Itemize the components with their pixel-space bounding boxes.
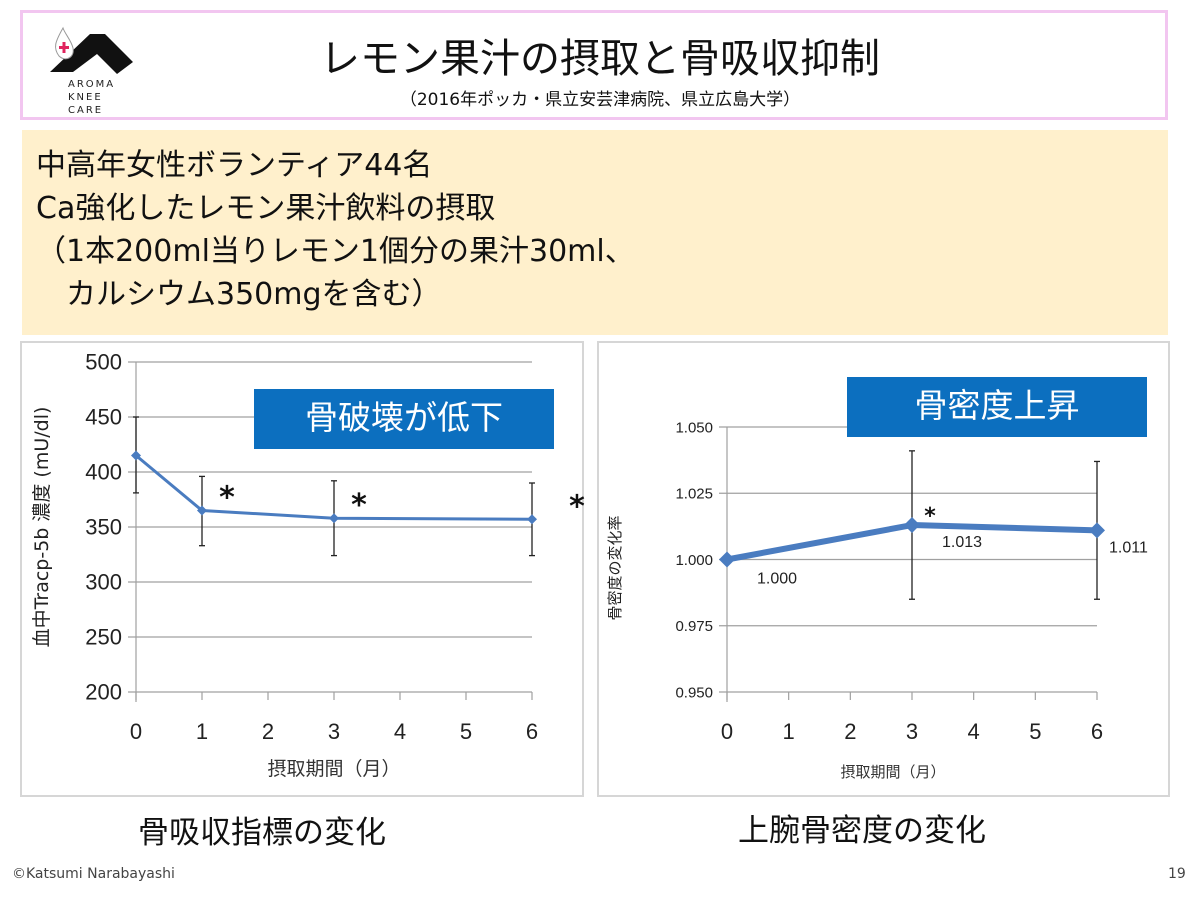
y-tick-label: 0.950 [675,684,713,701]
y-tick-label: 500 [85,350,122,375]
y-tick-label: 1.000 [675,552,713,569]
data-point [1089,522,1105,539]
info-line: 中高年女性ボランティア44名 [36,148,433,183]
page-title: レモン果汁の摂取と骨吸収抑制 [320,36,880,82]
y-tick-label: 400 [85,460,122,485]
data-point [527,514,537,525]
chart-caption: 骨吸収指標の変化 [138,815,386,851]
x-tick-label: 3 [328,719,340,744]
significance-asterisk: * [219,481,235,516]
significance-asterisk: * [924,504,936,529]
series-line [135,454,533,521]
data-point [197,505,207,516]
significance-asterisk: * [569,489,585,524]
info-line: Ca強化したレモン果汁飲料の摂取 [36,191,496,226]
x-tick-label: 1 [783,719,795,744]
x-tick-label: 5 [1029,719,1041,744]
y-axis-label: 血中Tracp-5b 濃度 (mU/dl) [31,407,53,648]
y-tick-label: 1.025 [675,486,713,503]
y-tick-label: 350 [85,515,122,540]
aroma-knee-care-logo [50,26,133,74]
y-tick-label: 450 [85,405,122,430]
x-tick-label: 5 [460,719,472,744]
data-label: 1.013 [942,534,982,551]
x-tick-label: 0 [721,719,733,744]
data-point [904,517,920,534]
badge-bone-breakdown: 骨破壊が低下 [254,389,554,449]
y-tick-label: 200 [85,680,122,705]
x-tick-label: 6 [1091,719,1103,744]
data-label: 1.000 [757,571,797,588]
x-axis-label: 摂取期間（月） [267,758,400,780]
info-line: カルシウム350mgを含む） [36,277,442,312]
y-tick-label: 0.975 [675,618,713,635]
page-subtitle: （2016年ポッカ・県立安芸津病院、県立広島大学） [399,90,801,110]
x-axis-label: 摂取期間（月） [840,763,945,781]
data-label: 1.011 [1109,539,1148,556]
x-tick-label: 2 [262,719,274,744]
chart-caption: 上腕骨密度の変化 [738,813,986,849]
x-tick-label: 4 [968,719,980,744]
info-line: （1本200ml当りレモン1個分の果汁30ml、 [36,234,635,269]
significance-asterisk: * [351,488,367,523]
y-tick-label: 250 [85,625,122,650]
title-frame [20,10,1168,120]
y-tick-label: 1.050 [675,419,713,436]
data-point [131,450,141,461]
page-number: 19 [1168,866,1186,882]
copyright: ©Katsumi Narabayashi [12,866,175,882]
badge-bone-density: 骨密度上昇 [847,377,1147,437]
study-info-box: 中高年女性ボランティア44名 Ca強化したレモン果汁飲料の摂取 （1本200ml… [22,130,1168,335]
data-point [719,551,735,568]
x-tick-label: 2 [844,719,856,744]
y-tick-label: 300 [85,570,122,595]
x-tick-label: 0 [130,719,142,744]
y-axis-label: 骨密度の変化率 [606,515,624,620]
data-point [329,513,339,524]
logo-text: AROMA KNEE CARE [68,79,116,116]
x-tick-label: 6 [526,719,538,744]
x-tick-label: 1 [196,719,208,744]
x-tick-label: 3 [906,719,918,744]
x-tick-label: 4 [394,719,406,744]
